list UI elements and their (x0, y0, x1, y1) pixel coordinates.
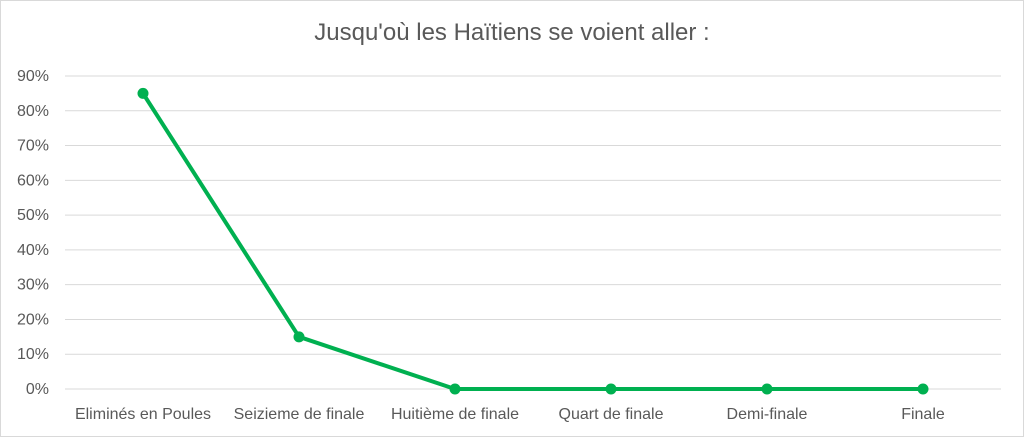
y-tick-label: 50% (17, 207, 49, 224)
chart-title: Jusqu'où les Haïtiens se voient aller : (314, 19, 710, 46)
data-point (137, 87, 149, 99)
series-line (141, 91, 925, 391)
x-tick-label: Eliminés en Poules (75, 406, 211, 423)
data-point (449, 383, 461, 395)
y-tick-label: 0% (26, 381, 49, 398)
y-tick-label: 20% (17, 311, 49, 328)
gridlines (65, 75, 1001, 390)
data-point (293, 331, 305, 343)
x-tick-label: Finale (901, 406, 945, 423)
x-tick-label: Seizieme de finale (234, 406, 365, 423)
y-tick-label: 70% (17, 138, 49, 155)
y-tick-label: 90% (17, 68, 49, 85)
x-tick-label: Demi-finale (727, 406, 808, 423)
y-tick-label: 60% (17, 172, 49, 189)
data-point (917, 383, 929, 395)
y-axis-ticks: 0% 10% 20% 30% 40% 50% 60% 70% 80% 90% (17, 68, 49, 398)
data-point (605, 383, 617, 395)
x-tick-label: Huitième de finale (391, 406, 519, 423)
y-tick-label: 40% (17, 242, 49, 259)
x-tick-label: Quart de finale (559, 406, 664, 423)
y-tick-label: 30% (17, 277, 49, 294)
x-axis-ticks: Eliminés en Poules Seizieme de finale Huit… (75, 406, 945, 423)
y-tick-label: 10% (17, 346, 49, 363)
data-point (761, 383, 773, 395)
series-layer (137, 87, 929, 395)
y-tick-label: 80% (17, 103, 49, 120)
